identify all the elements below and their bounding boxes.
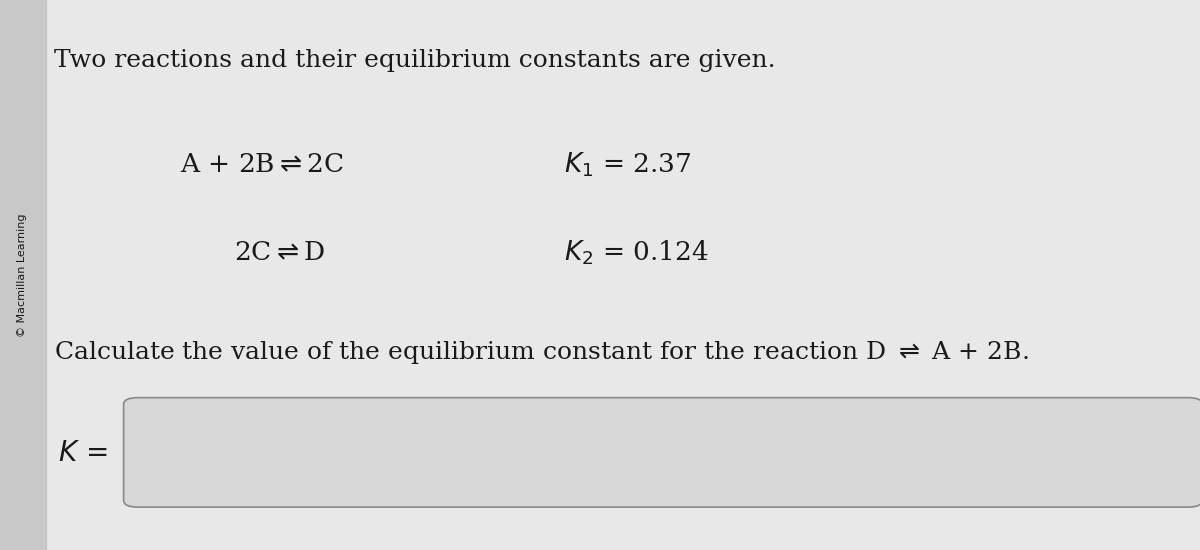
FancyBboxPatch shape — [124, 398, 1200, 507]
Text: A + 2B$\rightleftharpoons$2C: A + 2B$\rightleftharpoons$2C — [180, 152, 344, 178]
Text: $K$ =: $K$ = — [58, 440, 107, 467]
Text: $K_2$ = 0.124: $K_2$ = 0.124 — [564, 239, 709, 267]
Text: Two reactions and their equilibrium constants are given.: Two reactions and their equilibrium cons… — [54, 50, 775, 73]
Text: 2C$\rightleftharpoons$D: 2C$\rightleftharpoons$D — [234, 240, 325, 266]
Text: © Macmillan Learning: © Macmillan Learning — [17, 213, 26, 337]
Text: $K_1$ = 2.37: $K_1$ = 2.37 — [564, 151, 691, 179]
Bar — [0, 0, 46, 550]
Text: Calculate the value of the equilibrium constant for the reaction D $\rightleftha: Calculate the value of the equilibrium c… — [54, 338, 1028, 366]
